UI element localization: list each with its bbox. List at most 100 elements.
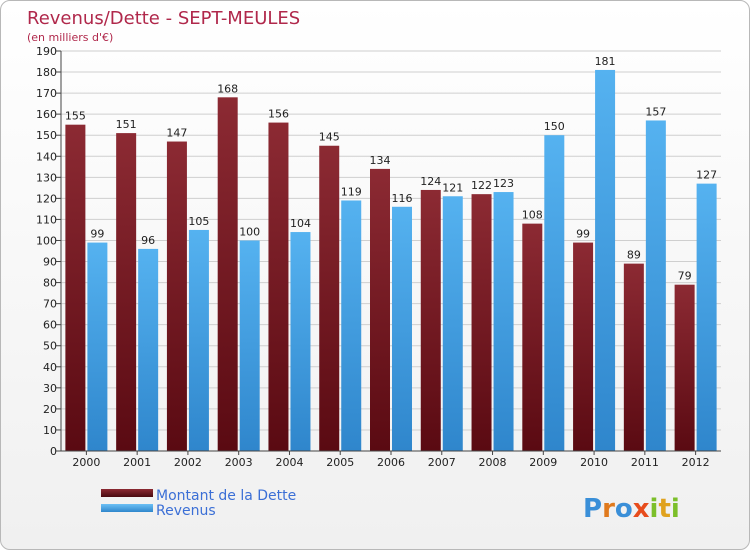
y-tick-label: 20 (43, 403, 57, 416)
data-label: 168 (217, 82, 238, 95)
proxiti-logo: Proxiti (583, 494, 680, 524)
y-axis: 0 10 20 30 40 50 60 70 80 90 100 110 120 130 140 150 160… (36, 45, 62, 458)
data-label: 123 (493, 177, 514, 190)
x-axis: 2000 2001 2002 2003 2004 2005 2006 2007 2008 2009… (61, 450, 721, 469)
data-label: 181 (595, 55, 616, 68)
legend-swatch-dette (101, 489, 153, 497)
data-label: 99 (576, 228, 590, 241)
bar-dette (370, 168, 390, 452)
bar-dette (166, 141, 187, 452)
legend-swatch-revenus (101, 504, 153, 512)
data-label: 116 (392, 192, 413, 205)
bar-dette (674, 284, 695, 451)
x-tick-label: 2005 (326, 456, 354, 469)
logo-letter: i (671, 494, 680, 524)
data-label: 104 (290, 217, 311, 230)
y-tick-label: 60 (43, 319, 57, 332)
y-tick-label: 160 (36, 108, 57, 121)
data-label: 134 (370, 154, 391, 167)
y-tick-label: 110 (36, 213, 57, 226)
bar-revenus (544, 135, 565, 452)
y-tick-label: 190 (36, 45, 57, 58)
bar-dette (319, 145, 340, 451)
bar-revenus (392, 206, 412, 451)
bar-dette (471, 194, 492, 451)
bar-dette (217, 97, 238, 451)
data-label: 100 (239, 225, 260, 238)
bar-dette (65, 124, 86, 452)
data-label: 150 (544, 120, 565, 133)
bar-dette (116, 133, 137, 451)
data-label: 119 (341, 185, 362, 198)
x-tick-label: 2001 (123, 456, 151, 469)
y-tick-label: 0 (50, 445, 57, 458)
data-label: 151 (116, 118, 137, 131)
x-tick-label: 2006 (377, 456, 405, 469)
y-tick-label: 120 (36, 192, 57, 205)
bar-dette (573, 242, 594, 451)
y-tick-label: 170 (36, 87, 57, 100)
bar-revenus (87, 242, 108, 451)
legend-label-revenus: Revenus (156, 503, 216, 519)
bar-revenus (696, 183, 717, 451)
x-tick-label: 2002 (174, 456, 202, 469)
y-tick-label: 180 (36, 66, 57, 79)
y-tick-label: 150 (36, 129, 57, 142)
y-tick-label: 90 (43, 256, 57, 269)
bar-revenus (341, 200, 362, 451)
legend: Montant de la Dette Revenus (101, 488, 296, 519)
y-tick-label: 100 (36, 234, 57, 247)
x-tick-label: 2008 (479, 456, 507, 469)
bars: 155 99 151 96 147 105 168 100 156 104 145 119 134 116… (65, 55, 717, 452)
x-tick-label: 2003 (225, 456, 253, 469)
y-tick-label: 140 (36, 150, 57, 163)
data-label: 96 (141, 234, 155, 247)
bar-revenus (493, 192, 514, 452)
y-tick-label: 10 (43, 424, 57, 437)
x-tick-label: 2007 (428, 456, 456, 469)
bar-revenus (595, 69, 616, 452)
data-label: 105 (188, 215, 209, 228)
data-label: 127 (696, 169, 717, 182)
bar-revenus (138, 248, 159, 451)
x-tick-label: 2010 (580, 456, 608, 469)
bar-revenus (239, 240, 260, 451)
data-label: 108 (522, 209, 543, 222)
x-tick-label: 2012 (682, 456, 710, 469)
data-label: 156 (268, 108, 289, 121)
logo-letter: x (633, 494, 650, 524)
grid (61, 50, 721, 452)
bar-dette (623, 263, 644, 451)
data-label: 145 (319, 131, 340, 144)
x-tick-label: 2000 (72, 456, 100, 469)
data-label: 89 (627, 249, 641, 262)
data-label: 99 (90, 228, 104, 241)
bar-dette (268, 122, 289, 451)
data-label: 147 (166, 127, 187, 140)
logo-letter: i (650, 494, 659, 524)
bar-revenus (188, 229, 209, 451)
y-tick-label: 40 (43, 361, 57, 374)
x-tick-label: 2009 (529, 456, 557, 469)
bar-dette (420, 189, 441, 451)
y-tick-label: 130 (36, 171, 57, 184)
logo-letter: t (658, 494, 670, 524)
logo-letter: o (615, 494, 633, 524)
data-label: 157 (645, 105, 666, 118)
data-label: 121 (442, 181, 463, 194)
x-tick-label: 2004 (275, 456, 303, 469)
y-tick-label: 80 (43, 277, 57, 290)
logo-letter: P (583, 494, 602, 524)
bar-revenus (290, 232, 311, 451)
y-tick-label: 50 (43, 340, 57, 353)
y-tick-label: 70 (43, 298, 57, 311)
chart-subtitle: (en milliers d'€) (27, 31, 113, 44)
y-tick-label: 30 (43, 382, 57, 395)
data-label: 124 (420, 175, 441, 188)
bar-revenus (442, 196, 463, 451)
data-label: 122 (471, 179, 492, 192)
legend-label-dette: Montant de la Dette (156, 488, 296, 504)
bar-dette (522, 223, 543, 451)
